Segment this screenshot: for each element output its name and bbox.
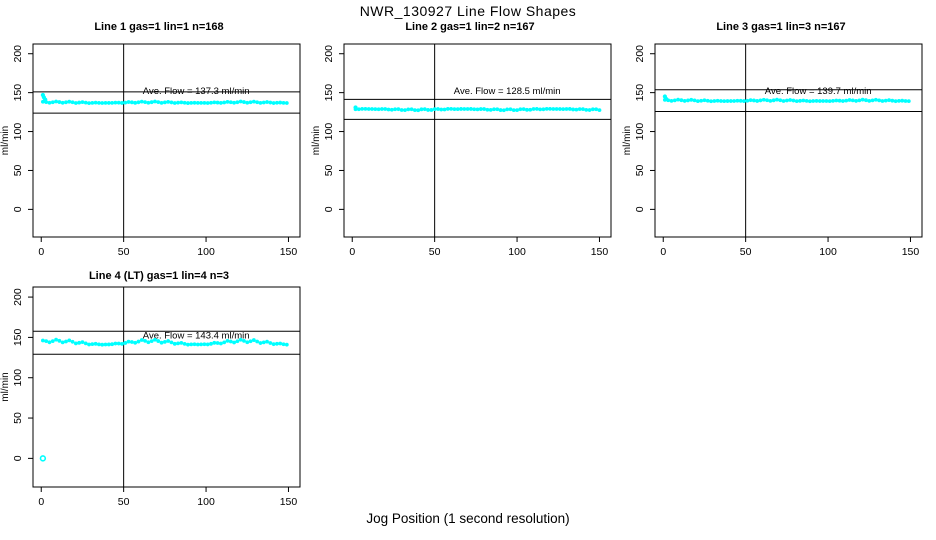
svg-text:200: 200 bbox=[12, 45, 24, 63]
svg-text:50: 50 bbox=[118, 496, 130, 508]
svg-text:ml/min: ml/min bbox=[311, 126, 322, 155]
svg-text:0: 0 bbox=[660, 246, 666, 258]
svg-text:0: 0 bbox=[349, 246, 355, 258]
svg-text:0: 0 bbox=[38, 246, 44, 258]
panel-3-title: Line 3 gas=1 lin=3 n=167 bbox=[716, 21, 846, 33]
svg-text:100: 100 bbox=[12, 369, 24, 387]
svg-text:150: 150 bbox=[12, 328, 24, 346]
svg-text:150: 150 bbox=[280, 496, 298, 508]
svg-text:150: 150 bbox=[902, 246, 920, 258]
figure-xlabel: Jog Position (1 second resolution) bbox=[366, 511, 570, 526]
panel-2-plot: 0 50 100 150 0 50 100 150 200 ml/min Ave. Flow = 1… bbox=[311, 43, 612, 258]
svg-text:200: 200 bbox=[634, 45, 646, 63]
svg-text:50: 50 bbox=[118, 246, 130, 258]
svg-text:50: 50 bbox=[12, 412, 24, 424]
svg-text:Ave. Flow = 128.5 ml/min: Ave. Flow = 128.5 ml/min bbox=[454, 86, 561, 97]
svg-text:50: 50 bbox=[429, 246, 441, 258]
panel-1-plot: 0 50 100 150 0 50 100 150 200 ml/min Ave. Flow = 1… bbox=[0, 43, 301, 258]
svg-text:ml/min: ml/min bbox=[622, 126, 633, 155]
svg-text:Ave. Flow = 143.4 ml/min: Ave. Flow = 143.4 ml/min bbox=[143, 330, 250, 341]
svg-text:0: 0 bbox=[38, 496, 44, 508]
panel-2-title: Line 2 gas=1 lin=2 n=167 bbox=[405, 21, 535, 33]
panel-1-title: Line 1 gas=1 lin=1 n=168 bbox=[94, 21, 224, 33]
svg-text:50: 50 bbox=[323, 164, 335, 176]
svg-text:100: 100 bbox=[197, 496, 215, 508]
svg-text:100: 100 bbox=[819, 246, 837, 258]
svg-text:50: 50 bbox=[740, 246, 752, 258]
svg-text:0: 0 bbox=[323, 206, 335, 212]
panel-4-title: Line 4 (LT) gas=1 lin=4 n=3 bbox=[88, 270, 230, 282]
svg-text:150: 150 bbox=[591, 246, 609, 258]
svg-text:Ave. Flow = 139.7 ml/min: Ave. Flow = 139.7 ml/min bbox=[765, 86, 872, 97]
svg-text:ml/min: ml/min bbox=[0, 372, 11, 401]
svg-text:150: 150 bbox=[280, 246, 298, 258]
svg-text:50: 50 bbox=[634, 164, 646, 176]
svg-text:0: 0 bbox=[634, 206, 646, 212]
svg-text:Ave. Flow = 137.3 ml/min: Ave. Flow = 137.3 ml/min bbox=[143, 86, 250, 97]
svg-text:200: 200 bbox=[323, 45, 335, 63]
svg-text:100: 100 bbox=[323, 123, 335, 141]
svg-text:100: 100 bbox=[634, 123, 646, 141]
svg-text:200: 200 bbox=[12, 288, 24, 306]
svg-text:100: 100 bbox=[508, 246, 526, 258]
figure-title: NWR_130927 Line Flow Shapes bbox=[359, 3, 577, 19]
svg-text:ml/min: ml/min bbox=[0, 126, 11, 155]
svg-text:150: 150 bbox=[12, 84, 24, 102]
svg-text:100: 100 bbox=[197, 246, 215, 258]
svg-text:100: 100 bbox=[12, 123, 24, 141]
panel-3-plot: 0 50 100 150 0 50 100 150 200 ml/min Ave. Flow = 1… bbox=[622, 43, 923, 258]
svg-text:0: 0 bbox=[12, 206, 24, 212]
svg-text:0: 0 bbox=[12, 455, 24, 461]
svg-text:50: 50 bbox=[12, 164, 24, 176]
svg-text:150: 150 bbox=[634, 84, 646, 102]
svg-text:150: 150 bbox=[323, 84, 335, 102]
panel-4-plot: 0 50 100 150 0 50 100 150 200 ml/min Ave. Flow = 1… bbox=[0, 286, 301, 508]
